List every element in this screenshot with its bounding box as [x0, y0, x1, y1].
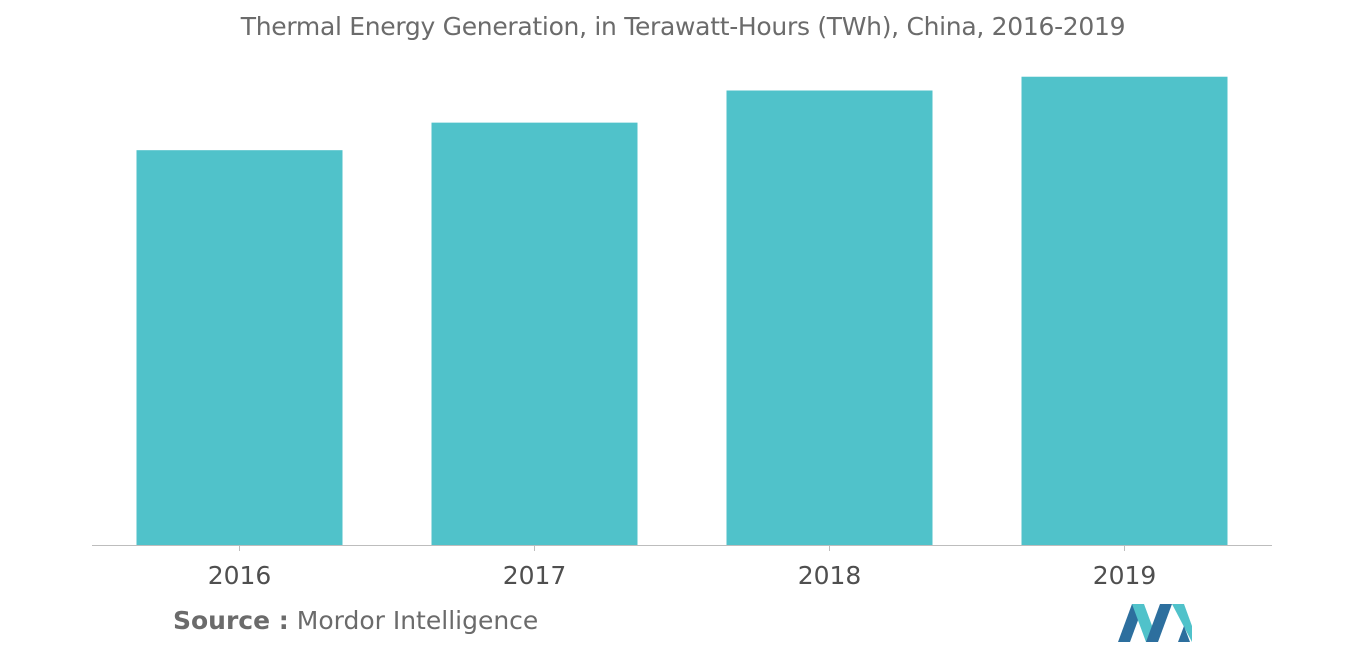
x-axis	[92, 545, 1272, 551]
source-label: Source :	[173, 606, 289, 635]
source-note: Source : Mordor Intelligence	[173, 606, 538, 635]
mordor-intelligence-logo-icon	[1118, 604, 1192, 642]
bar-2017	[431, 122, 638, 546]
x-tick-label-2019: 2019	[1093, 561, 1157, 590]
x-tick-label-2017: 2017	[503, 561, 567, 590]
chart-title: Thermal Energy Generation, in Terawatt-H…	[240, 12, 1126, 41]
bar-2016	[136, 150, 343, 545]
x-tick-label-2018: 2018	[798, 561, 862, 590]
bar-2019	[1021, 76, 1228, 546]
source-name: Mordor Intelligence	[296, 606, 539, 635]
bar-chart: 2016 2017 2018 2019	[92, 76, 1272, 590]
bar-2018	[726, 90, 933, 545]
x-tick-label-2016: 2016	[208, 561, 272, 590]
bars-group	[136, 76, 1228, 546]
x-tick-labels: 2016 2017 2018 2019	[208, 561, 1157, 590]
